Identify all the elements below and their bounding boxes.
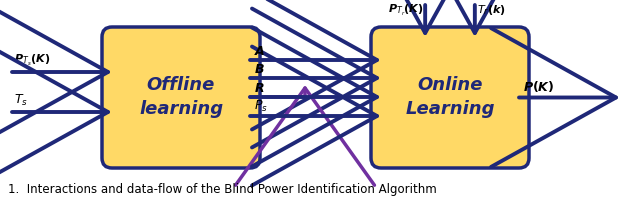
Text: Online: Online	[417, 77, 483, 95]
Text: $\boldsymbol{T_s}$: $\boldsymbol{T_s}$	[14, 93, 28, 108]
FancyBboxPatch shape	[371, 27, 529, 168]
Text: $\boldsymbol{P_s}$: $\boldsymbol{P_s}$	[254, 99, 268, 114]
Text: 1.  Interactions and data-flow of the Blind Power Identification Algorithm: 1. Interactions and data-flow of the Bli…	[8, 183, 436, 196]
Text: $\boldsymbol{T_r(k)}$: $\boldsymbol{T_r(k)}$	[477, 3, 506, 17]
Text: learning: learning	[139, 101, 223, 119]
Text: $\boldsymbol{P(K)}$: $\boldsymbol{P(K)}$	[523, 79, 554, 94]
Text: $\boldsymbol{A}$: $\boldsymbol{A}$	[254, 45, 266, 58]
Text: Offline: Offline	[147, 77, 215, 95]
Text: $\boldsymbol{P}_{T_r}\boldsymbol{(K)}$: $\boldsymbol{P}_{T_r}\boldsymbol{(K)}$	[388, 3, 423, 18]
Text: Learning: Learning	[405, 101, 495, 119]
Text: $\boldsymbol{P}_{T_s}\boldsymbol{(K)}$: $\boldsymbol{P}_{T_s}\boldsymbol{(K)}$	[14, 53, 50, 68]
Text: $\boldsymbol{B}$: $\boldsymbol{B}$	[254, 63, 265, 76]
FancyBboxPatch shape	[102, 27, 260, 168]
Text: $\boldsymbol{R}$: $\boldsymbol{R}$	[254, 82, 264, 95]
